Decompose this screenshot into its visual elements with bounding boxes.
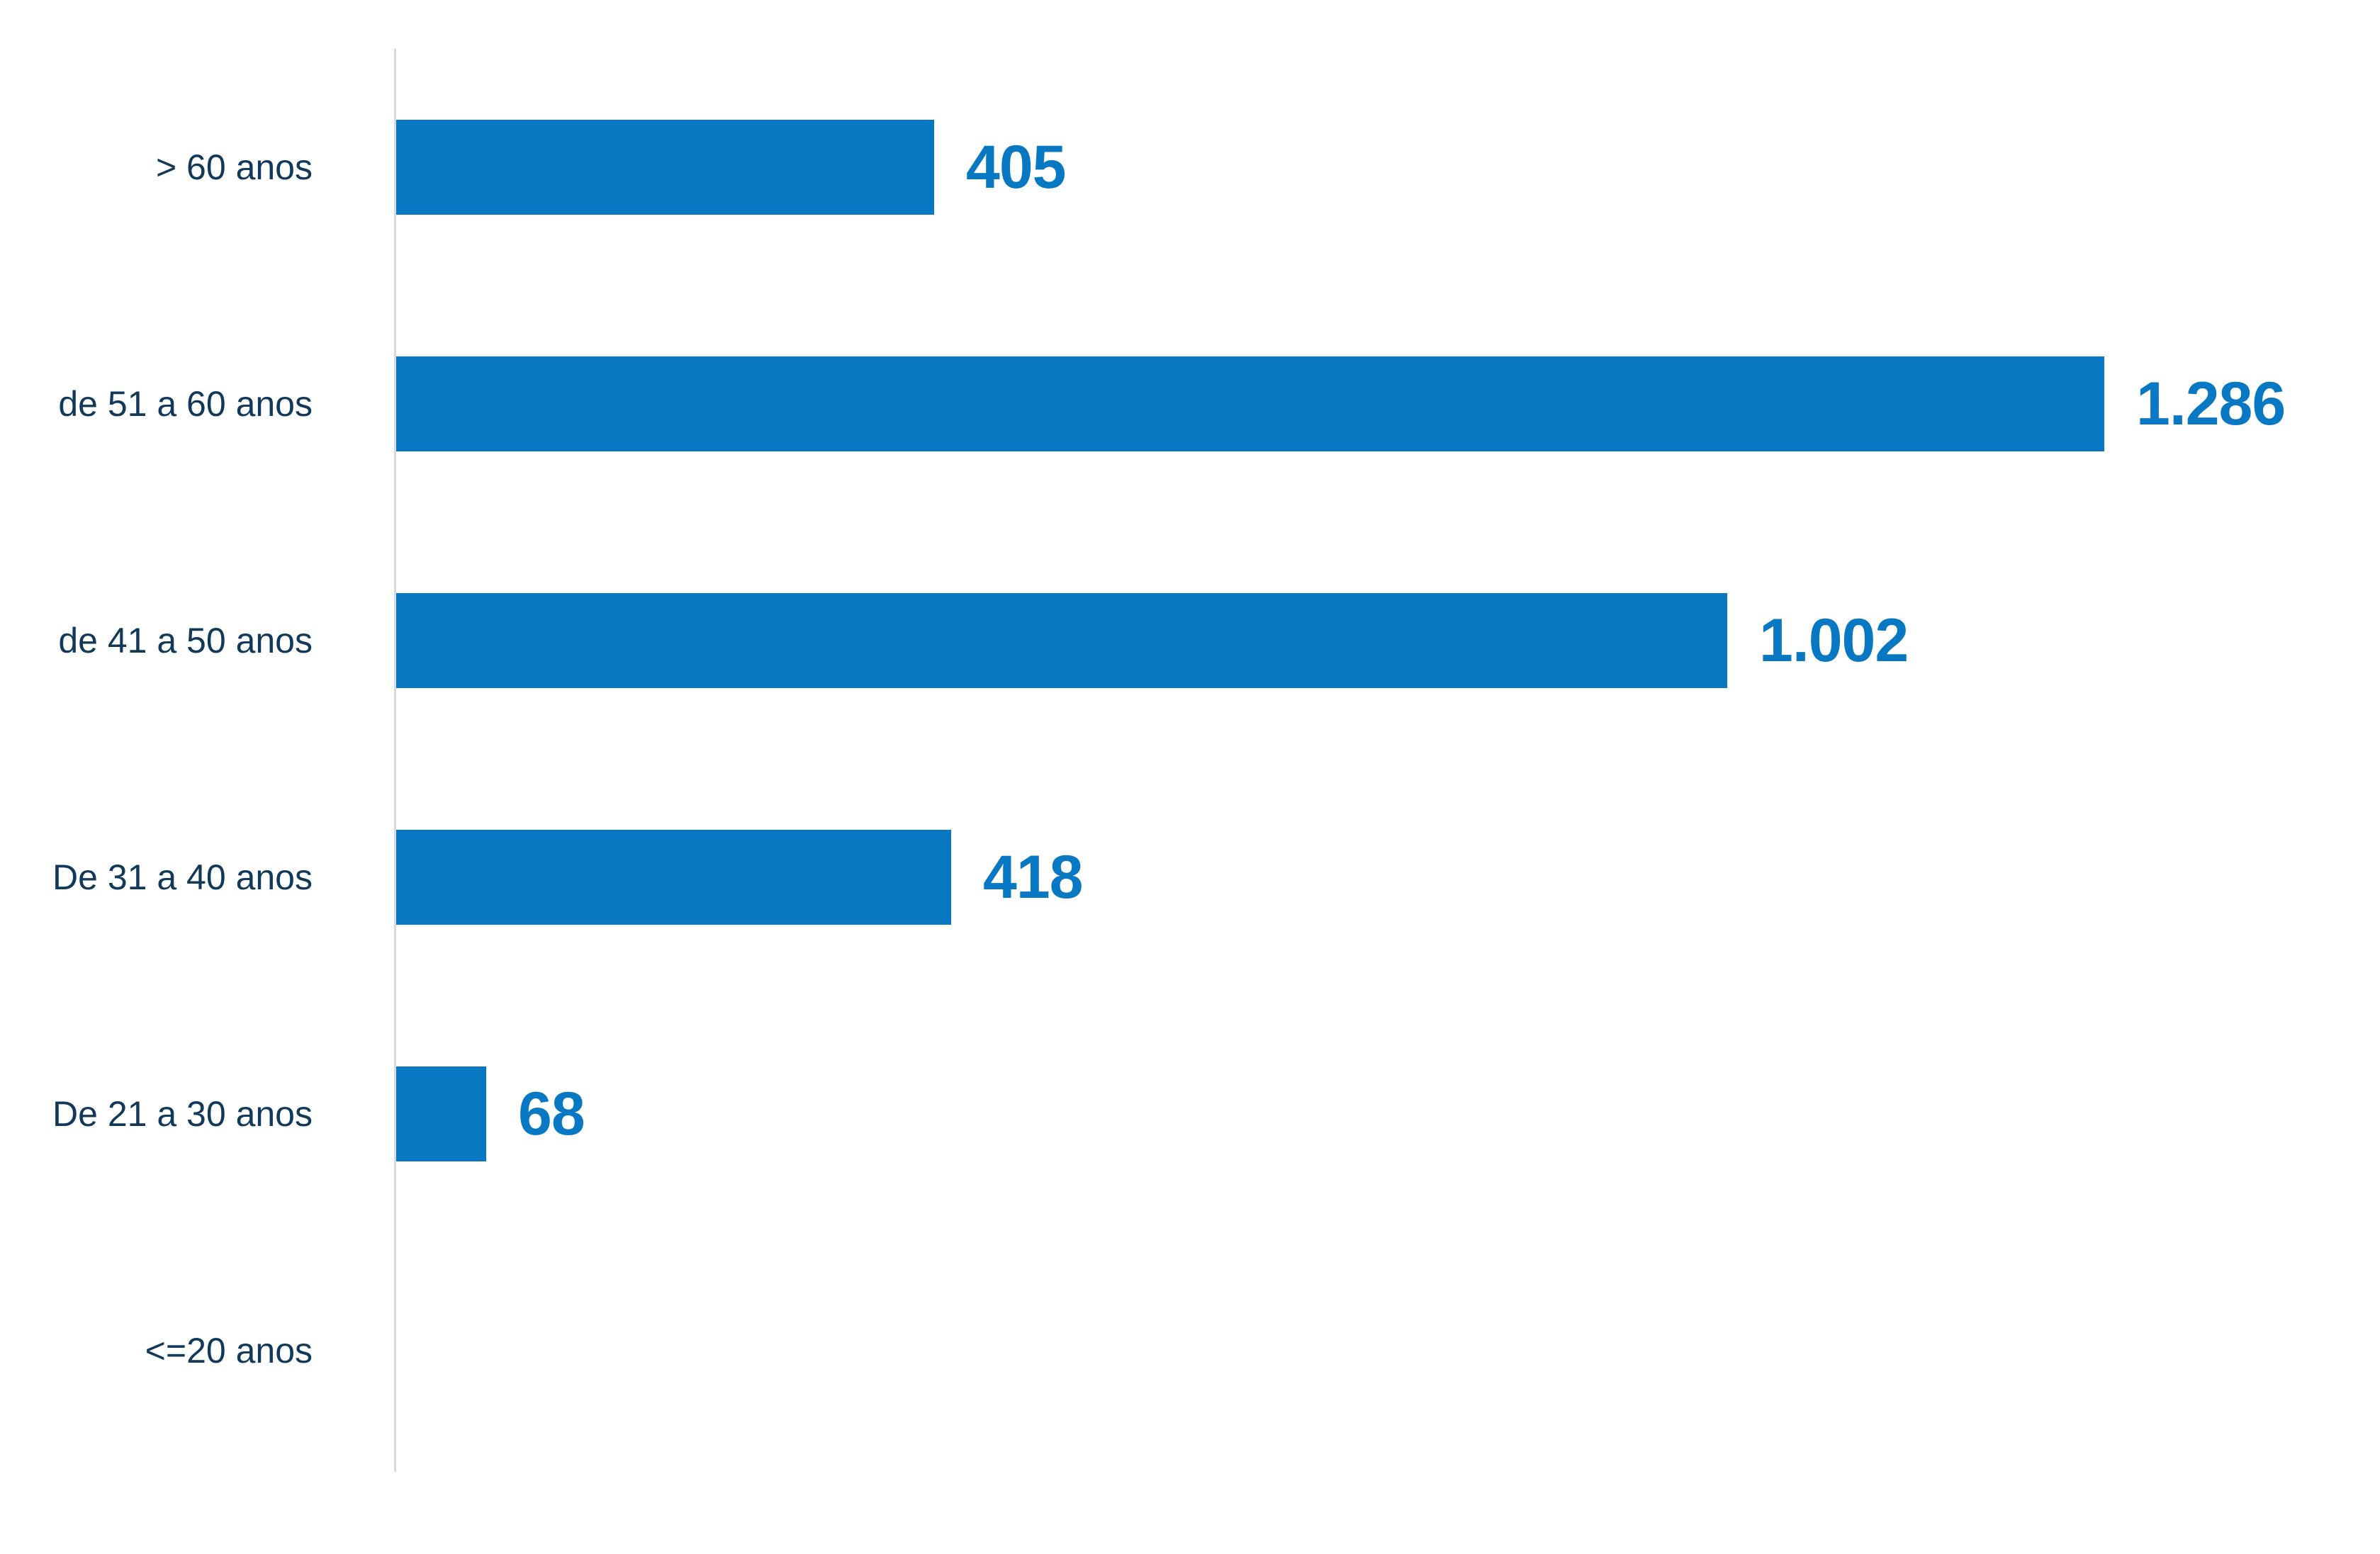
plot-area: 1.286	[396, 286, 2380, 522]
plot-area: 68	[396, 996, 2380, 1232]
value-label: 405	[966, 133, 1066, 201]
category-label: de 51 a 60 anos	[58, 384, 313, 424]
value-label: 1.286	[2136, 369, 2286, 438]
chart-row: de 51 a 60 anos 1.286	[0, 286, 2380, 522]
chart-row: De 21 a 30 anos 68	[0, 996, 2380, 1232]
bar	[396, 120, 934, 215]
chart-row: > 60 anos 405	[0, 49, 2380, 286]
bar	[396, 1066, 486, 1161]
plot-area: 418	[396, 759, 2380, 996]
plot-area: 405	[396, 49, 2380, 286]
chart-rows: > 60 anos 405 de 51 a 60 anos 1.286 de 4…	[0, 49, 2380, 1469]
y-axis-line	[394, 49, 396, 1472]
chart-row: De 31 a 40 anos 418	[0, 759, 2380, 996]
value-label: 1.002	[1759, 606, 1909, 675]
category-label: <=20 anos	[145, 1331, 313, 1370]
chart-row: <=20 anos	[0, 1232, 2380, 1469]
category-label: De 31 a 40 anos	[52, 857, 313, 897]
bar	[396, 593, 1727, 688]
plot-area: 1.002	[396, 522, 2380, 759]
value-label: 68	[518, 1079, 585, 1148]
category-label: De 21 a 30 anos	[52, 1094, 313, 1134]
value-label: 418	[983, 843, 1083, 911]
bar	[396, 356, 2104, 451]
plot-area	[396, 1232, 2380, 1469]
chart-row: de 41 a 50 anos 1.002	[0, 522, 2380, 759]
category-label: de 41 a 50 anos	[58, 621, 313, 660]
category-label: > 60 anos	[155, 147, 313, 187]
bar	[396, 830, 951, 925]
